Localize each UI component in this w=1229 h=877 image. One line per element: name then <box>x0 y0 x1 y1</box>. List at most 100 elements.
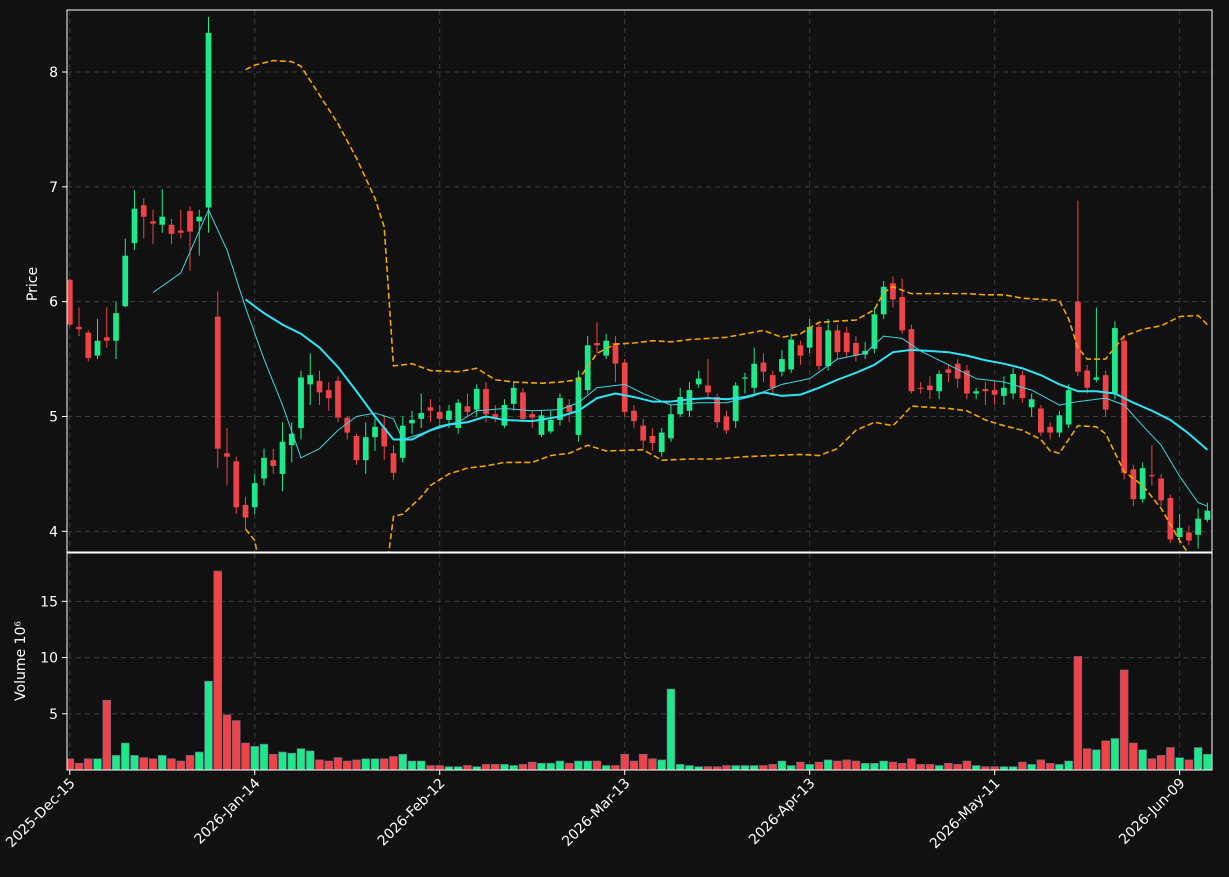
candle-body <box>233 461 240 508</box>
candle-body <box>806 326 813 348</box>
volume-bar <box>712 766 722 770</box>
candle-body <box>954 363 961 379</box>
volume-bar <box>93 758 102 770</box>
volume-bar <box>1166 747 1175 770</box>
candle-body <box>427 407 434 411</box>
candle-body <box>1149 475 1155 477</box>
candle-body <box>140 205 147 217</box>
candle-body <box>760 362 767 372</box>
overlay-line <box>152 209 1208 507</box>
candle-body <box>890 283 896 300</box>
volume-bar <box>287 752 296 770</box>
volume-bar <box>333 757 343 770</box>
candle-body <box>196 216 203 222</box>
volume-bar <box>435 765 444 770</box>
volume-bar <box>1184 759 1194 770</box>
candle-body <box>67 279 73 325</box>
candle-body <box>1195 518 1201 535</box>
volume-bar <box>389 756 398 770</box>
candle-body <box>168 224 175 234</box>
volume-bar <box>1082 748 1092 770</box>
volume-bar <box>981 766 990 770</box>
candle-body <box>843 332 850 353</box>
volume-bar <box>361 758 370 770</box>
candle-body <box>631 410 637 422</box>
candle-body <box>353 436 360 461</box>
volume-bar <box>574 760 583 770</box>
volume-bar <box>315 759 324 770</box>
candle-body <box>399 425 406 458</box>
candle-body <box>927 385 933 391</box>
volume-bar <box>232 720 241 770</box>
volume-bar <box>971 765 981 770</box>
candle-body <box>390 453 397 473</box>
candle-body <box>779 359 785 372</box>
volume-bar <box>380 758 389 770</box>
volume-bar <box>611 765 620 770</box>
volume-bar <box>1036 759 1046 770</box>
volume-bar <box>675 764 685 770</box>
volume-bar <box>1147 758 1157 770</box>
candle-body <box>612 343 619 364</box>
candle-body <box>695 378 702 385</box>
candle-body <box>1038 408 1044 433</box>
candle-body <box>316 380 323 393</box>
candle-body <box>1019 375 1026 399</box>
volume-bar <box>916 764 925 770</box>
candle-body <box>85 332 92 358</box>
volume-bar <box>796 761 805 770</box>
candle-body <box>464 406 471 412</box>
candle-body <box>1056 415 1063 433</box>
volume-bar <box>102 699 112 770</box>
candle-body <box>880 286 887 315</box>
volume-bar <box>84 758 93 770</box>
candle-body <box>538 415 545 435</box>
candle-body <box>325 390 332 399</box>
y-tick-label: 6 <box>49 295 58 311</box>
volume-bar <box>463 765 472 770</box>
volume-bar <box>953 764 962 770</box>
candle-body <box>621 362 628 412</box>
volume-bar <box>749 765 759 770</box>
volume-bar <box>694 766 703 770</box>
candle-body <box>547 419 554 432</box>
candle-body <box>769 375 776 388</box>
volume-bar <box>398 753 407 770</box>
y-tick-label: 4 <box>49 524 58 540</box>
candle-body <box>594 343 600 346</box>
volume-bar <box>343 760 352 770</box>
candle-body <box>936 374 943 392</box>
candle-body <box>1204 510 1211 520</box>
volume-bar <box>481 764 491 770</box>
volume-bar <box>1092 749 1101 770</box>
volume-bar <box>786 765 796 770</box>
volume-bar <box>685 765 694 770</box>
candle-body <box>501 405 508 426</box>
volume-bar <box>472 766 481 770</box>
volume-bar <box>879 760 888 770</box>
volume-bar <box>269 753 278 770</box>
y-tick-label: 5 <box>49 410 58 426</box>
volume-panel <box>67 570 1212 770</box>
volume-bar <box>555 760 565 770</box>
candle-body <box>649 436 656 443</box>
volume-bar <box>546 762 555 770</box>
volume-bar <box>583 760 592 770</box>
volume-bar <box>722 765 731 770</box>
volume-bar <box>121 742 130 770</box>
candle-body <box>150 221 156 224</box>
candle-body <box>372 426 378 438</box>
volume-bar <box>703 766 713 770</box>
volume-bar <box>990 766 999 770</box>
volume-bar <box>509 765 518 770</box>
volume-bar <box>851 760 861 770</box>
volume-bar <box>740 765 750 770</box>
candle-body <box>344 417 351 433</box>
candle-body <box>335 380 341 418</box>
candle-body <box>1028 399 1035 408</box>
volume-bar <box>601 765 611 770</box>
candle-body <box>1186 532 1192 541</box>
y-tick-label: 8 <box>49 65 58 81</box>
volume-bar <box>250 746 259 770</box>
